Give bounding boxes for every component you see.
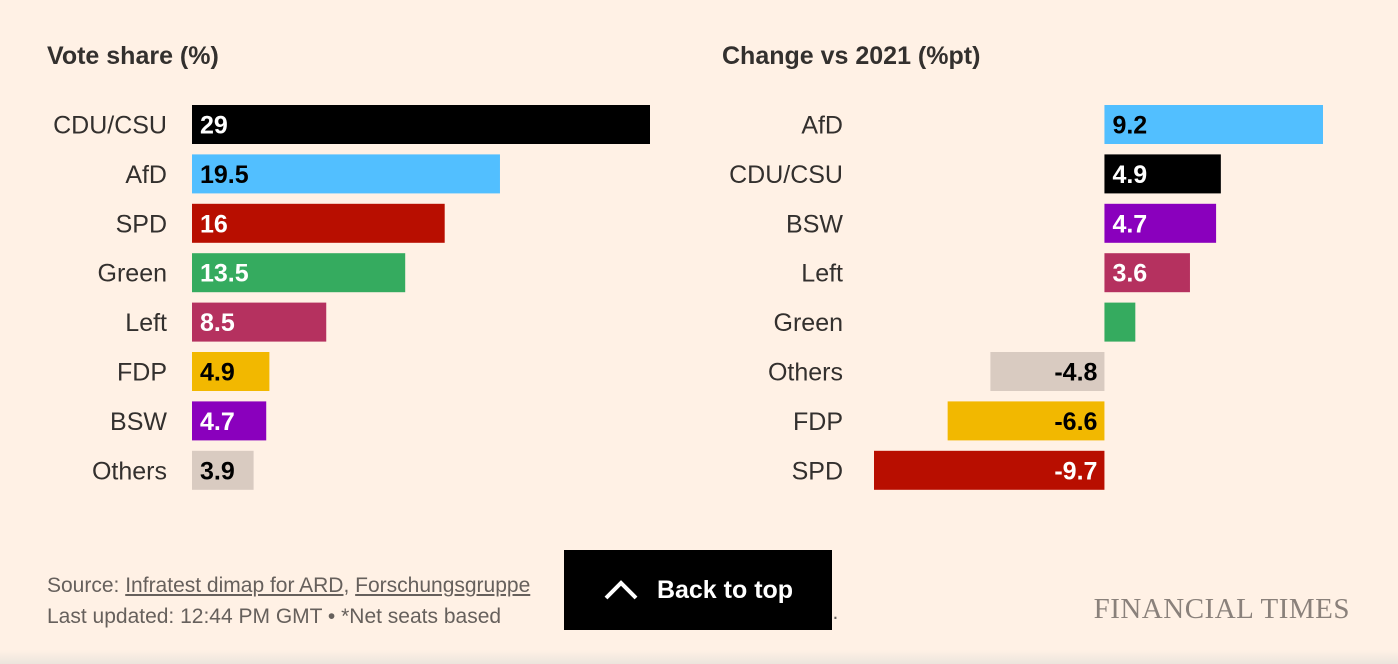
bar-cdu-csu	[192, 105, 650, 144]
back-to-top-button[interactable]: Back to top	[564, 550, 832, 630]
bar-others	[990, 352, 1105, 391]
value-label-others: -4.8	[1054, 359, 1097, 387]
change-chart: Change vs 2021 (%pt) AfD 9.2 CDU/CSU 4.9 BSW…	[699, 0, 1398, 540]
value-label-fdp: 4.9	[200, 359, 235, 387]
category-label-others: Others	[92, 457, 167, 485]
category-label-bsw: BSW	[110, 408, 167, 436]
updated-line: Last updated: 12:44 PM GMT • *Net seats …	[47, 601, 530, 632]
bottom-fade	[0, 650, 1398, 664]
bar-afd	[192, 154, 500, 194]
category-label-fdp: FDP	[793, 408, 843, 436]
bar-fdp	[947, 401, 1105, 441]
bar-bsw	[1104, 203, 1217, 243]
vote-share-title: Vote share (%)	[47, 42, 219, 70]
bar-spd	[874, 450, 1105, 490]
source-link-infratest[interactable]: Infratest dimap for ARD	[125, 574, 344, 597]
value-label-bsw: 4.7	[1112, 210, 1147, 238]
category-label-spd: SPD	[792, 457, 843, 485]
financial-times-logo: FINANCIAL TIMES	[1093, 593, 1350, 625]
bar-bsw	[192, 401, 267, 441]
category-label-cdu-csu: CDU/CSU	[729, 161, 843, 189]
bar-others	[192, 450, 254, 490]
value-label-fdp: -6.6	[1054, 408, 1097, 436]
category-label-others: Others	[768, 359, 843, 387]
chart-footer: Source: Infratest dimap for ARD, Forschu…	[47, 570, 530, 632]
vote-share-chart: Vote share (%) CDU/CSU 29 AfD 19.5 SPD 16 Gree…	[0, 0, 699, 540]
category-label-afd: AfD	[801, 112, 843, 140]
value-label-cdu-csu: 29	[200, 112, 228, 140]
updated-text: Last updated: 12:44 PM GMT • *Net seats …	[47, 605, 502, 628]
back-to-top-label: Back to top	[656, 575, 794, 604]
category-label-left: Left	[125, 309, 167, 337]
bar-afd	[1104, 105, 1323, 144]
value-label-spd: -9.7	[1054, 457, 1097, 485]
category-label-fdp: FDP	[117, 359, 167, 387]
category-label-green: Green	[774, 309, 843, 337]
source-label: Source:	[47, 574, 126, 597]
value-label-afd: 9.2	[1112, 112, 1147, 140]
value-label-green: 13.5	[200, 260, 249, 288]
bar-cdu-csu	[1104, 154, 1221, 194]
change-plot: AfD 9.2 CDU/CSU 4.9 BSW 4.7 Left 3.6 Green Others…	[729, 105, 1323, 490]
bar-fdp	[192, 352, 270, 391]
bar-green	[1104, 302, 1136, 342]
category-label-afd: AfD	[125, 161, 167, 189]
source-line: Source: Infratest dimap for ARD, Forschu…	[47, 570, 530, 601]
bar-left	[1104, 253, 1190, 293]
value-label-cdu-csu: 4.9	[1112, 161, 1147, 189]
category-label-spd: SPD	[116, 210, 167, 238]
value-label-left: 8.5	[200, 309, 235, 337]
category-label-left: Left	[801, 260, 843, 288]
value-label-spd: 16	[200, 210, 228, 238]
change-title: Change vs 2021 (%pt)	[722, 42, 981, 70]
source-link-forschungsgruppe[interactable]: Forschungsgruppe	[355, 574, 531, 597]
vote-share-plot: CDU/CSU 29 AfD 19.5 SPD 16 Green 13.5 Left 8.5 FDP…	[53, 105, 650, 490]
bar-green	[192, 253, 406, 293]
value-label-bsw: 4.7	[200, 408, 235, 436]
value-label-others: 3.9	[200, 457, 235, 485]
category-label-bsw: BSW	[786, 210, 843, 238]
bar-left	[192, 302, 327, 342]
value-label-afd: 19.5	[200, 161, 249, 189]
source-separator: ,	[343, 574, 356, 597]
bar-spd	[192, 203, 445, 243]
value-label-left: 3.6	[1112, 260, 1147, 288]
category-label-cdu-csu: CDU/CSU	[53, 112, 167, 140]
chevron-up-icon	[604, 580, 638, 600]
category-label-green: Green	[98, 260, 167, 288]
